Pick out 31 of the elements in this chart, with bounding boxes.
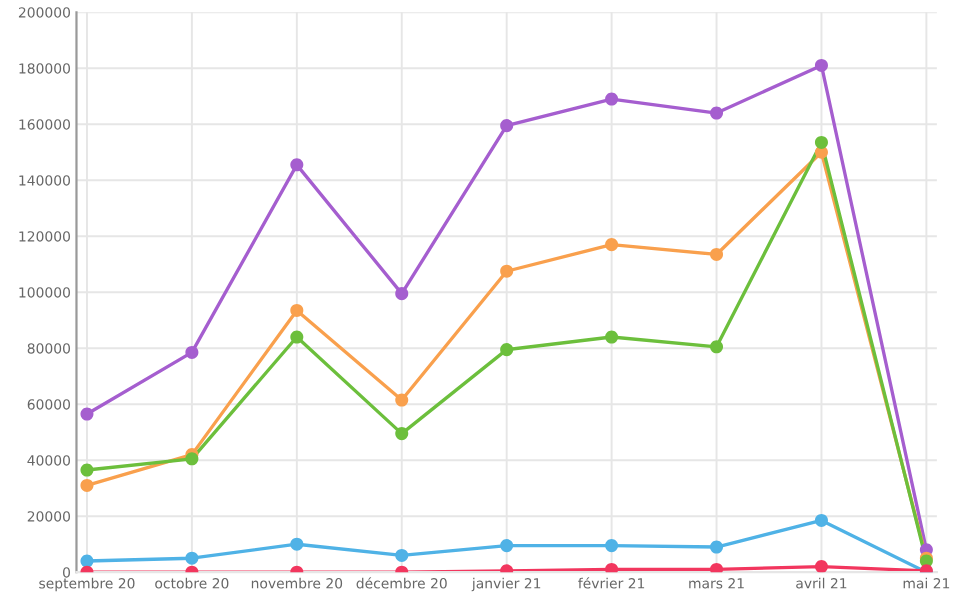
point: [605, 562, 619, 573]
point: [80, 463, 94, 477]
point: [710, 340, 724, 354]
point: [605, 238, 619, 252]
point: [500, 539, 514, 553]
point: [500, 264, 514, 278]
point: [710, 247, 724, 261]
point: [710, 562, 724, 573]
point: [290, 158, 304, 172]
point: [290, 537, 304, 551]
point: [395, 287, 409, 301]
point: [80, 407, 94, 421]
point: [814, 513, 828, 527]
point: [814, 560, 828, 573]
point: [395, 393, 409, 407]
point: [185, 345, 199, 359]
point: [710, 106, 724, 120]
point: [710, 540, 724, 554]
point: [395, 548, 409, 562]
point: [605, 330, 619, 344]
point: [395, 427, 409, 441]
point: [605, 539, 619, 553]
point: [500, 343, 514, 357]
point: [290, 330, 304, 344]
point: [605, 92, 619, 106]
point: [185, 551, 199, 565]
point: [500, 119, 514, 133]
point: [814, 135, 828, 149]
point: [290, 303, 304, 317]
point: [814, 58, 828, 72]
point: [80, 478, 94, 492]
